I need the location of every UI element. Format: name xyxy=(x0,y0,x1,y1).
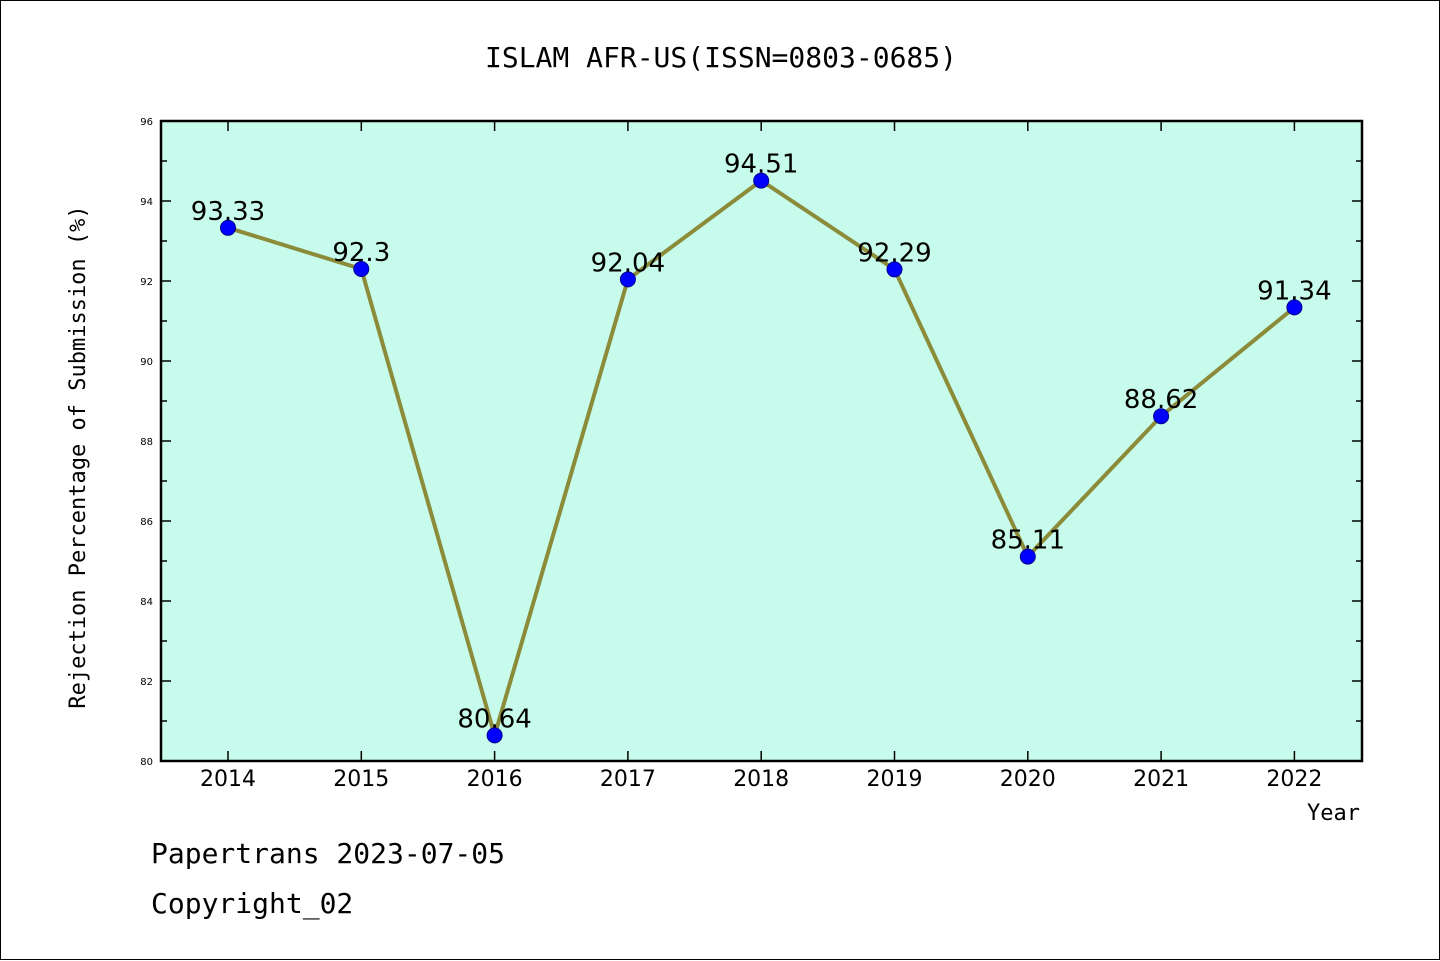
x-tick-label: 2019 xyxy=(867,767,923,792)
y-tick-label: 92 xyxy=(140,277,153,288)
x-axis-label: Year xyxy=(1307,801,1360,826)
x-tick-label: 2017 xyxy=(600,767,656,792)
data-point xyxy=(619,271,636,288)
data-point xyxy=(353,261,370,277)
y-tick-label: 96 xyxy=(140,117,153,128)
x-tick-label: 2014 xyxy=(200,767,256,792)
data-label: 88.62 xyxy=(1124,385,1198,415)
data-point xyxy=(1153,408,1170,425)
x-tick-label: 2015 xyxy=(333,767,389,792)
data-label: 85.11 xyxy=(991,526,1065,556)
data-point xyxy=(753,172,770,189)
plot-border xyxy=(159,119,1364,763)
plot-area xyxy=(161,121,1362,761)
data-label: 92.04 xyxy=(591,248,665,278)
y-tick-label: 86 xyxy=(140,517,153,528)
data-point xyxy=(220,219,236,236)
x-tick-label: 2020 xyxy=(1000,767,1056,792)
data-label: 92.29 xyxy=(857,238,931,268)
chart-title: ISLAM AFR-US(ISSN=0803-0685) xyxy=(485,41,957,74)
y-tick-label: 84 xyxy=(140,597,153,608)
x-tick-label: 2022 xyxy=(1266,767,1322,792)
x-tick-labels: 2014 2015 2016 2017 2018 2019 2020 2021 2022 xyxy=(200,767,1322,792)
y-tick-label: 94 xyxy=(140,197,153,208)
data-point xyxy=(886,261,903,278)
y-tick-labels: 80 82 84 86 88 90 92 94 96 xyxy=(140,117,153,768)
data-point xyxy=(1019,548,1036,565)
data-label: 91.34 xyxy=(1257,276,1331,306)
x-tick-label: 2018 xyxy=(733,767,789,792)
data-label: 80.64 xyxy=(457,704,531,734)
y-tick-label: 90 xyxy=(140,357,153,368)
data-labels: 93.33 92.3 80.64 92.04 94.51 92.29 85.11 88.62 9… xyxy=(191,150,1332,735)
data-label: 94.51 xyxy=(724,150,798,180)
y-axis-label: Rejection Percentage of Submission (%) xyxy=(66,205,91,708)
x-tick-label: 2016 xyxy=(467,767,523,792)
footer-date: Papertrans 2023-07-05 xyxy=(151,837,506,870)
y-tick-label: 82 xyxy=(140,677,153,688)
y-tick-label: 80 xyxy=(140,757,153,768)
x-tick-label: 2021 xyxy=(1133,767,1189,792)
data-label: 93.33 xyxy=(191,197,265,227)
footer-copyright: Copyright_02 xyxy=(151,887,354,920)
data-point xyxy=(1286,299,1303,316)
data-point xyxy=(486,727,503,744)
data-label: 92.3 xyxy=(332,238,390,268)
y-tick-label: 88 xyxy=(140,437,153,448)
data-markers xyxy=(220,172,1303,744)
